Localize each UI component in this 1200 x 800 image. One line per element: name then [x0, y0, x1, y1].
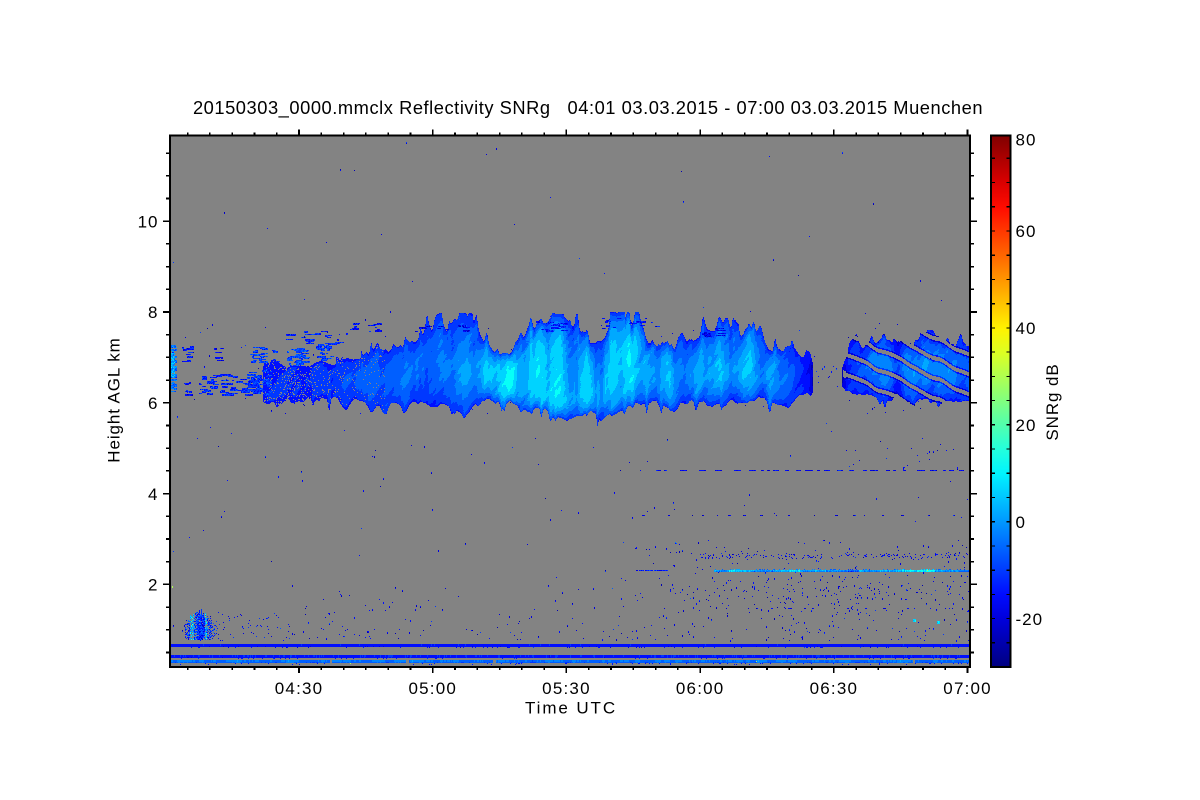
svg-text:-20: -20: [1016, 610, 1044, 629]
svg-text:06:00: 06:00: [676, 679, 725, 698]
svg-text:8: 8: [148, 303, 158, 322]
svg-text:6: 6: [148, 394, 158, 413]
svg-text:4: 4: [148, 485, 158, 504]
svg-text:60: 60: [1016, 222, 1037, 241]
svg-text:20150303_0000.mmclx Reflectivi: 20150303_0000.mmclx Reflectivity SNRg 04…: [193, 97, 983, 119]
svg-text:04:30: 04:30: [275, 679, 324, 698]
svg-text:2: 2: [148, 576, 158, 595]
svg-text:80: 80: [1016, 130, 1037, 149]
svg-text:Height AGL km: Height AGL km: [105, 337, 124, 462]
svg-text:20: 20: [1016, 416, 1037, 435]
svg-text:10: 10: [138, 212, 159, 231]
svg-text:SNRg dB: SNRg dB: [1043, 363, 1062, 440]
svg-text:Time UTC: Time UTC: [525, 699, 617, 718]
svg-text:40: 40: [1016, 319, 1037, 338]
svg-text:07:00: 07:00: [943, 679, 992, 698]
svg-text:0: 0: [1016, 513, 1026, 532]
svg-text:06:30: 06:30: [810, 679, 859, 698]
svg-text:05:00: 05:00: [408, 679, 457, 698]
svg-text:05:30: 05:30: [542, 679, 591, 698]
